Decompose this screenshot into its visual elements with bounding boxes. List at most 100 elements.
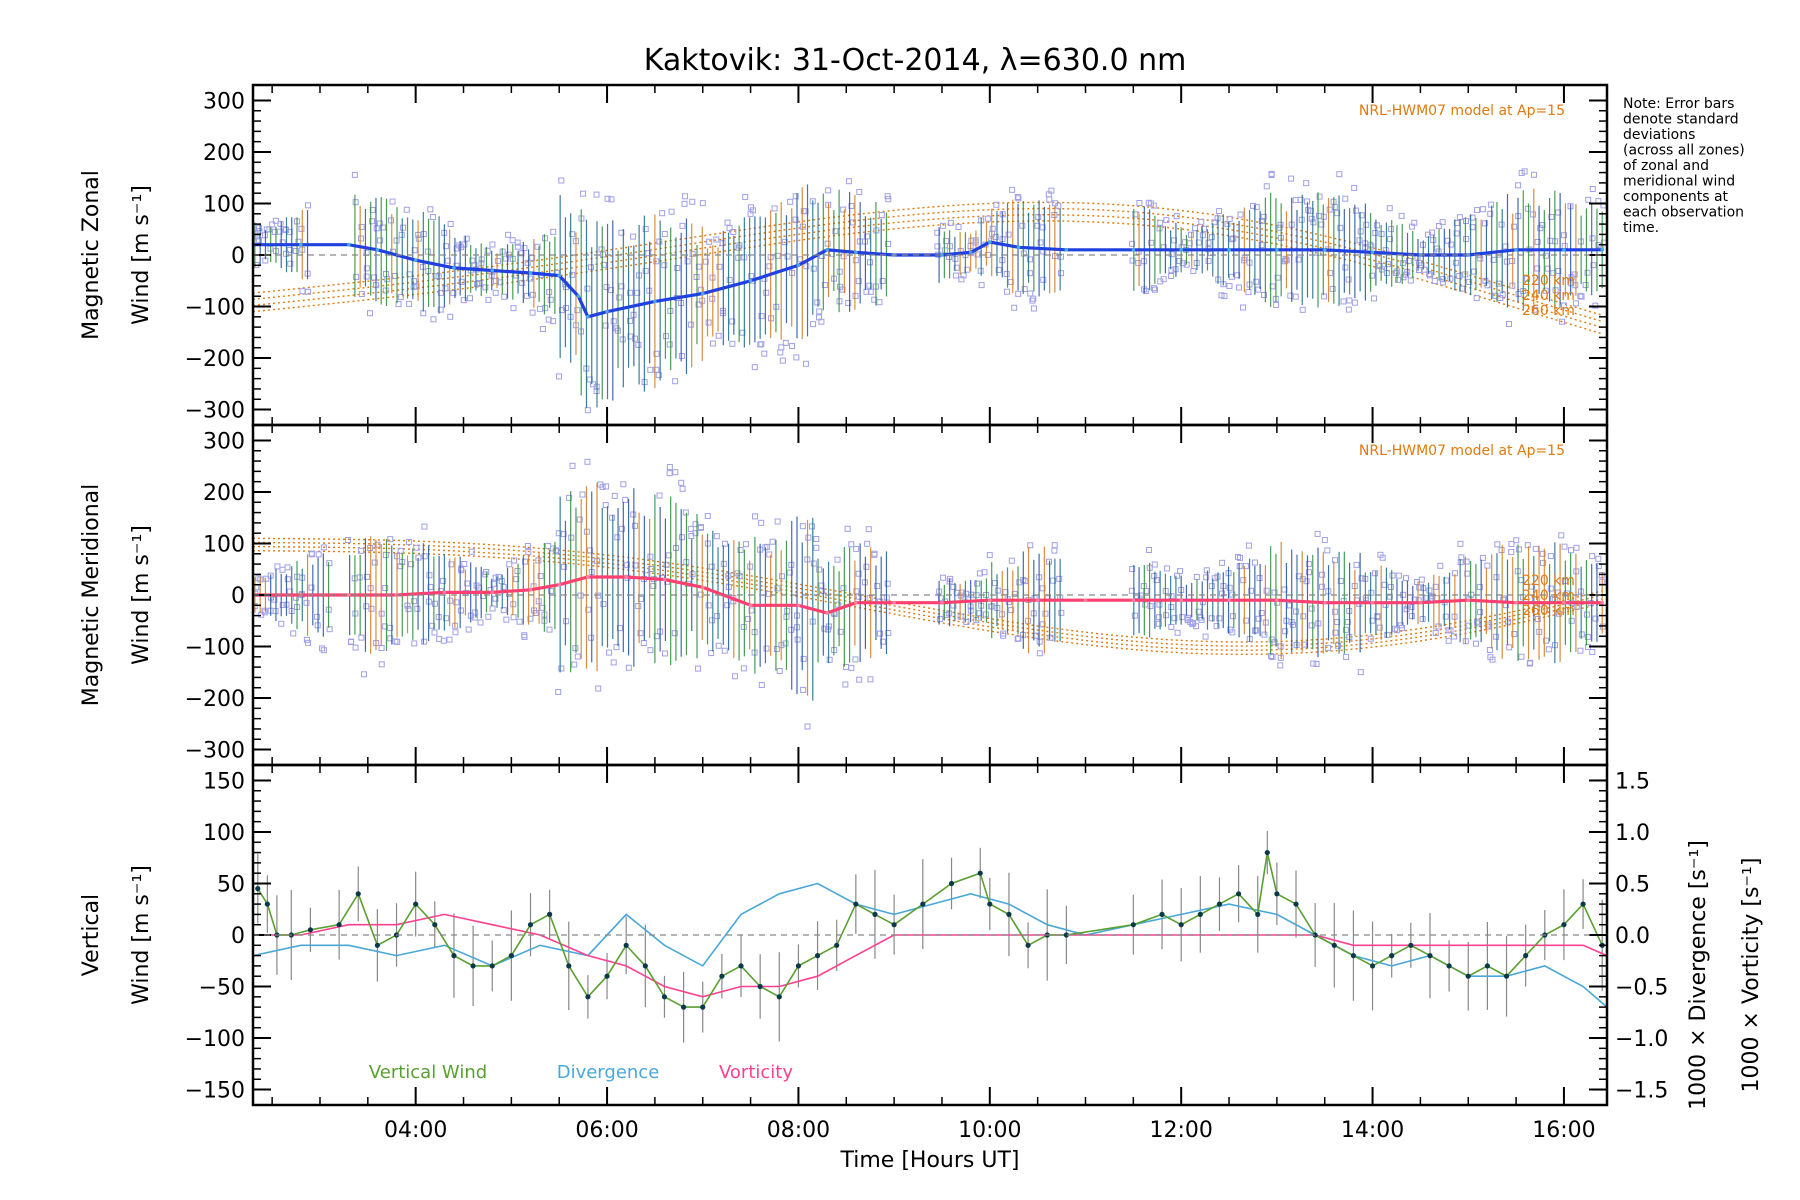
legend-divergence: Divergence — [557, 1062, 660, 1083]
mean-point — [854, 250, 858, 255]
vertical-error-bars — [257, 830, 1603, 1043]
vertical-wind-point — [681, 1004, 687, 1010]
vertical-wind-point — [948, 880, 955, 887]
y2-tick-label: 0.0 — [1615, 924, 1650, 949]
y-tick-label: 150 — [203, 769, 245, 794]
mean-point — [854, 600, 858, 605]
vertical-wind-point — [585, 994, 591, 1000]
y-tick-label: 200 — [203, 141, 245, 166]
vertical-wind-point — [1503, 973, 1510, 979]
y-tick-label: 0 — [231, 924, 245, 949]
altitude-label: 240 km — [1522, 588, 1575, 604]
mean-point — [796, 603, 801, 608]
legend-vorticity: Vorticity — [719, 1062, 793, 1083]
vertical-wind-point — [489, 963, 495, 969]
x-tick-label: 16:00 — [1532, 1118, 1595, 1143]
mean-point — [1227, 598, 1231, 602]
vertical-wind-point — [1369, 963, 1376, 969]
mean-point — [1600, 248, 1605, 252]
mean-point — [557, 273, 562, 278]
mean-point — [662, 577, 667, 582]
mean-point — [1083, 598, 1088, 602]
mean-point — [452, 266, 456, 270]
y-tick-label: −150 — [185, 1079, 245, 1104]
mean-point — [586, 575, 590, 579]
vertical-panel: −150 −100 −50 0 50 100 150 −1.5 −1.0 −0.5 0.0 0.5 1.… — [79, 765, 1764, 1173]
vertical-wind-point — [1465, 973, 1471, 979]
y-tick-label: −200 — [185, 347, 245, 372]
y2-tick-label: −0.5 — [1615, 976, 1668, 1001]
model-label: NRL-HWM07 model at Ap=15 — [1359, 103, 1565, 119]
mean-point — [825, 611, 829, 615]
y-axis-label: Magnetic Zonal — [79, 170, 104, 340]
y-tick-label: −100 — [185, 296, 245, 321]
vertical-wind-point — [1523, 953, 1529, 959]
mean-point — [299, 242, 303, 247]
y-tick-label: −300 — [185, 739, 245, 764]
x-tick-label: 06:00 — [575, 1118, 638, 1143]
y-tick-label: 200 — [203, 481, 245, 506]
vertical-wind-point — [977, 870, 983, 876]
vertical-wind-point — [623, 942, 629, 948]
mean-point — [748, 278, 753, 283]
mean-point — [1418, 600, 1423, 605]
mean-point — [1275, 248, 1279, 252]
vertical-wind-point — [872, 911, 878, 917]
meridional-panel: −300 −200 −100 0 100 200 300 NRL-HWM07 model at… — [79, 425, 1607, 765]
vertical-wind-point — [795, 963, 802, 969]
note-line: time. — [1623, 220, 1659, 236]
x-tick-label: 04:00 — [384, 1118, 447, 1143]
mean-point — [413, 258, 418, 262]
altitude-label: 240 km — [1522, 288, 1575, 304]
note-line: (across all zones) — [1623, 143, 1745, 159]
vertical-wind-point — [307, 927, 314, 933]
mean-point — [1275, 598, 1279, 602]
note-line: components at — [1623, 189, 1729, 205]
vertical-wind-point — [738, 963, 744, 969]
mean-point — [1179, 248, 1183, 252]
vertical-wind-point — [1408, 942, 1414, 948]
vertical-wind-point — [987, 901, 993, 907]
mean-point — [586, 315, 590, 319]
y2-tick-label: 1.0 — [1615, 821, 1650, 846]
mean-point — [1370, 600, 1375, 605]
divergence-line — [253, 882, 1607, 1008]
vertical-wind-point — [1427, 953, 1433, 959]
y-tick-label: −200 — [185, 687, 245, 712]
mean-point — [1370, 250, 1375, 255]
mean-point — [375, 248, 380, 252]
x-tick-label: 10:00 — [958, 1118, 1021, 1143]
mean-point — [1035, 598, 1040, 602]
vorticity-axis-label: 1000 × Vorticity [s⁻¹] — [1739, 858, 1764, 1093]
mean-point — [1227, 248, 1231, 252]
vertical-wind-point — [336, 922, 342, 928]
vertical-wind-point — [834, 942, 840, 948]
vertical-wind-point — [470, 963, 476, 969]
mean-point — [1514, 248, 1518, 252]
y-tick-label: 0 — [231, 584, 245, 609]
vertical-wind-point — [527, 922, 534, 928]
mean-point — [576, 294, 581, 299]
y-axis-label: Magnetic Meridional — [79, 484, 104, 706]
note-line: meridional wind — [1623, 174, 1735, 190]
vertical-wind-point — [1063, 932, 1069, 938]
mean-point — [442, 590, 447, 595]
mean-point — [748, 603, 753, 608]
y-tick-label: −300 — [185, 399, 245, 424]
y2-tick-label: 0.5 — [1615, 872, 1650, 897]
chart-title: Kaktovik: 31-Oct-2014, λ=630.0 nm — [644, 43, 1187, 78]
y2-tick-label: −1.5 — [1615, 1079, 1668, 1104]
vertical-wind-point — [814, 953, 821, 959]
zonal-panel: −300 −200 −100 0 100 200 300 NRL-HWM07 model at… — [79, 85, 1607, 425]
vertical-wind-point — [255, 886, 261, 892]
y2-tick-label: 1.5 — [1615, 769, 1650, 794]
vertical-wind-point — [432, 922, 438, 928]
mean-point — [1064, 248, 1069, 252]
note-line: denote standard — [1623, 112, 1739, 128]
mean-point — [825, 248, 829, 252]
y-tick-label: −50 — [199, 976, 245, 1001]
mean-point — [1131, 598, 1136, 602]
mean-point — [1514, 600, 1518, 605]
